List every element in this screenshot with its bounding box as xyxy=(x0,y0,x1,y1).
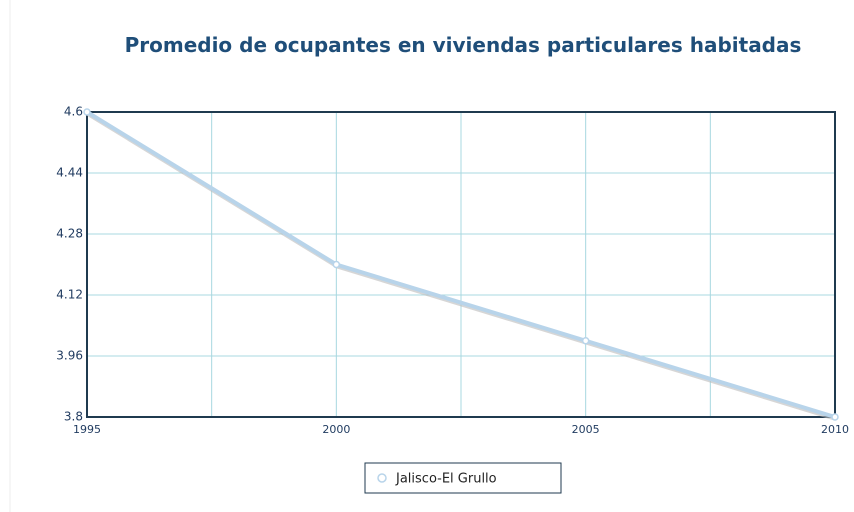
legend: Jalisco-El Grullo xyxy=(364,462,562,494)
y-tick-label: 4.28 xyxy=(56,227,83,241)
point xyxy=(83,108,91,116)
x-tick-label: 2005 xyxy=(572,423,600,436)
x-tick-label: 1995 xyxy=(73,423,101,436)
line-shadow xyxy=(86,112,837,421)
point xyxy=(332,260,341,269)
x-tick-label: 2000 xyxy=(322,423,350,436)
y-tick-label: 3.96 xyxy=(56,349,83,363)
y-tick-label: 3.8 xyxy=(64,410,83,424)
point xyxy=(581,337,590,345)
y-tick-label: 4.12 xyxy=(56,288,83,302)
legend-label: Jalisco-El Grullo xyxy=(395,472,497,487)
y-tick-label: 4.44 xyxy=(56,166,83,180)
series-line xyxy=(85,110,836,419)
plot-frame xyxy=(86,111,836,418)
legend-box xyxy=(364,462,562,494)
point xyxy=(831,413,839,421)
legend-marker xyxy=(377,473,387,483)
y-tick-label: 4.6 xyxy=(64,105,83,119)
chart-title: Promedio de ocupantes en viviendas parti… xyxy=(124,33,802,57)
x-tick-label: 2010 xyxy=(821,423,849,436)
